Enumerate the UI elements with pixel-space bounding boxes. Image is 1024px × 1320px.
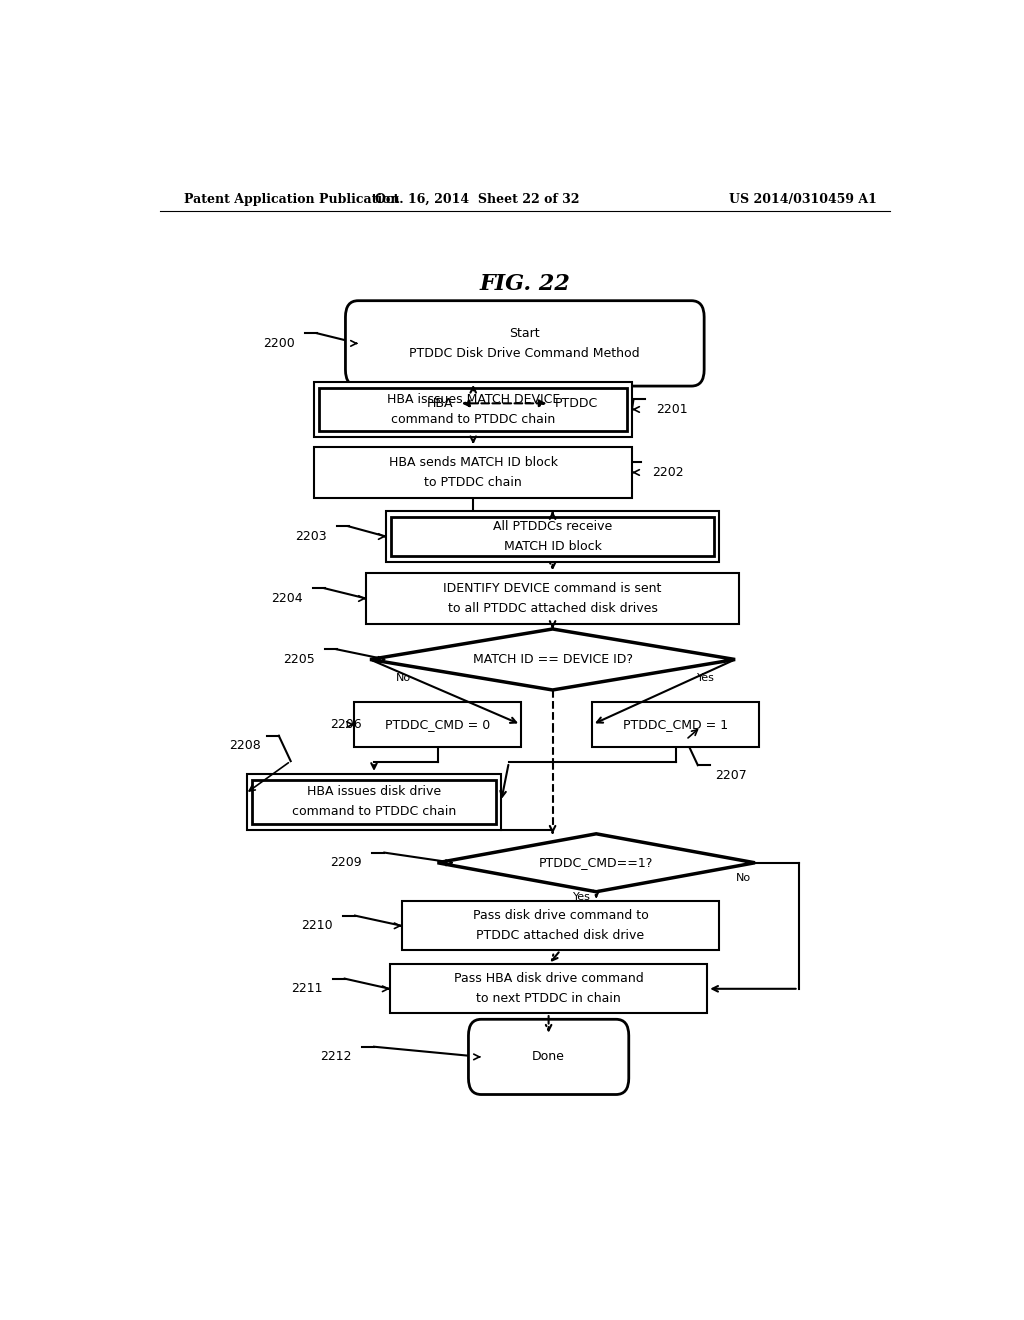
Bar	[391, 517, 715, 556]
Text: MATCH ID == DEVICE ID?: MATCH ID == DEVICE ID?	[473, 653, 633, 667]
Text: PTDDC: PTDDC	[555, 397, 598, 409]
Text: command to PTDDC chain: command to PTDDC chain	[292, 805, 456, 818]
Text: Yes: Yes	[573, 892, 591, 902]
Text: PTDDC_CMD==1?: PTDDC_CMD==1?	[539, 857, 653, 870]
Bar	[252, 780, 497, 824]
Bar	[247, 774, 501, 830]
Text: Yes: Yes	[697, 673, 715, 682]
Bar	[367, 573, 739, 624]
Bar	[386, 511, 719, 562]
Polygon shape	[370, 630, 735, 690]
Bar	[314, 447, 632, 498]
Text: 2207: 2207	[715, 768, 748, 781]
Text: Start: Start	[510, 327, 540, 339]
Text: PTDDC_CMD = 1: PTDDC_CMD = 1	[623, 718, 728, 731]
Text: IDENTIFY DEVICE command is sent: IDENTIFY DEVICE command is sent	[443, 582, 662, 595]
Text: PTDDC_CMD = 0: PTDDC_CMD = 0	[385, 718, 490, 731]
Text: 2200: 2200	[263, 337, 295, 350]
Text: PTDDC attached disk drive: PTDDC attached disk drive	[476, 929, 644, 942]
Text: US 2014/0310459 A1: US 2014/0310459 A1	[729, 193, 877, 206]
Text: to all PTDDC attached disk drives: to all PTDDC attached disk drives	[447, 602, 657, 615]
Text: to PTDDC chain: to PTDDC chain	[424, 477, 522, 490]
Text: 2210: 2210	[301, 919, 333, 932]
Text: All PTDDCs receive: All PTDDCs receive	[493, 520, 612, 533]
Text: 2204: 2204	[271, 591, 303, 605]
Bar	[390, 965, 708, 1014]
Text: Pass HBA disk drive command: Pass HBA disk drive command	[454, 972, 643, 985]
Text: 2201: 2201	[655, 403, 687, 416]
Bar	[314, 381, 632, 437]
Text: 2212: 2212	[321, 1051, 352, 1064]
Text: Done: Done	[532, 1051, 565, 1064]
Text: 2202: 2202	[652, 466, 683, 479]
Text: Oct. 16, 2014  Sheet 22 of 32: Oct. 16, 2014 Sheet 22 of 32	[375, 193, 580, 206]
Text: 2211: 2211	[291, 982, 323, 995]
Text: 2206: 2206	[331, 718, 362, 731]
Bar	[592, 702, 759, 747]
Text: to next PTDDC in chain: to next PTDDC in chain	[476, 993, 621, 1006]
Text: HBA isssues MATCH DEVICE: HBA isssues MATCH DEVICE	[387, 393, 560, 405]
Polygon shape	[437, 834, 755, 892]
Bar	[319, 388, 627, 430]
Text: MATCH ID block: MATCH ID block	[504, 540, 601, 553]
Text: Patent Application Publication: Patent Application Publication	[183, 193, 399, 206]
Text: No: No	[736, 873, 751, 883]
Text: FIG. 22: FIG. 22	[479, 273, 570, 296]
Bar	[401, 902, 719, 950]
Text: 2209: 2209	[331, 857, 362, 870]
Bar	[354, 702, 521, 747]
Text: HBA sends MATCH ID block: HBA sends MATCH ID block	[389, 455, 558, 469]
Text: 2205: 2205	[283, 653, 314, 667]
Text: Pass disk drive command to: Pass disk drive command to	[473, 909, 648, 923]
Text: 2208: 2208	[229, 739, 261, 752]
Text: HBA: HBA	[427, 397, 454, 409]
FancyBboxPatch shape	[345, 301, 705, 385]
Text: No: No	[395, 673, 411, 682]
FancyBboxPatch shape	[468, 1019, 629, 1094]
Text: 2203: 2203	[295, 531, 327, 543]
Text: command to PTDDC chain: command to PTDDC chain	[391, 413, 555, 426]
Text: HBA issues disk drive: HBA issues disk drive	[307, 785, 441, 799]
Text: PTDDC Disk Drive Command Method: PTDDC Disk Drive Command Method	[410, 347, 640, 360]
